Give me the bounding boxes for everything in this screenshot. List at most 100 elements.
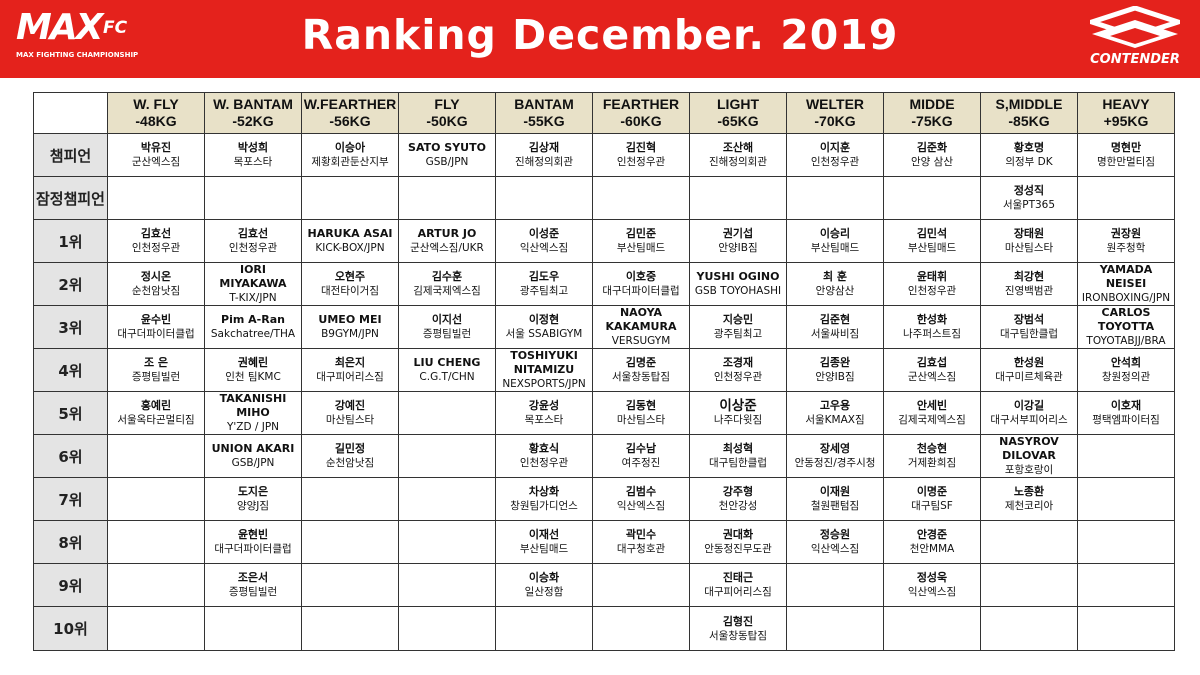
fighter-cell: [398, 520, 496, 564]
fighter-name: 이상준: [719, 398, 757, 414]
fighter-cell: [1077, 176, 1175, 220]
fighter-cell: [980, 563, 1078, 607]
fighter-cell: SATO SYUTO GSB/JPN: [398, 133, 496, 177]
fighter-name: 이승화: [528, 571, 560, 584]
fighter-cell: [204, 606, 302, 651]
rank-label: 잠정챔피언: [33, 176, 108, 220]
fighter-gym: IRONBOXING/JPN: [1081, 292, 1171, 304]
fighter-cell: [301, 520, 399, 564]
fighter-cell: [786, 606, 884, 651]
fighter-cell: 이재선 부산팀매드: [495, 520, 593, 564]
fighter-gym: 대구미르체육관: [995, 371, 1063, 383]
fighter-name: UMEO MEI: [318, 313, 382, 326]
fighter-cell: 김효선 인천정우관: [107, 219, 205, 263]
fighter-name: 이지훈: [819, 141, 851, 154]
fighter-cell: 안경준 천안MMA: [883, 520, 981, 564]
contender-emblem-icon: [1090, 6, 1180, 48]
logo-wordmark: MAX: [16, 7, 103, 48]
fighter-gym: 안양 삼산: [911, 156, 953, 168]
fighter-cell: 정승원 익산엑스짐: [786, 520, 884, 564]
division-weight: -52KG: [232, 113, 274, 129]
fighter-cell: 김준화 안양 삼산: [883, 133, 981, 177]
fighter-name: 고우용: [819, 399, 851, 412]
fighter-gym: 부산팀매드: [810, 242, 860, 254]
fighter-cell: [301, 563, 399, 607]
fighter-name: 명현만: [1110, 141, 1142, 154]
ranking-table: W. FLY -48KG W. BANTAM -52KG W.FEARTHER -56KG…: [33, 92, 1175, 651]
division-weight: -85KG: [1008, 113, 1050, 129]
fighter-cell: 정성욱 익산엑스짐: [883, 563, 981, 607]
fighter-cell: 강주형 천안강성: [689, 477, 787, 521]
fighter-cell: 최성혁 대구팀한클럽: [689, 434, 787, 478]
fighter-cell: 권대화 안동정진무도관: [689, 520, 787, 564]
fighter-gym: 김제국제엑스짐: [413, 285, 481, 297]
fighter-cell: 조 은 증평팀빌런: [107, 348, 205, 392]
fighter-gym: 대구피어리스짐: [316, 371, 384, 383]
fighter-name: 이지선: [431, 313, 463, 326]
fighter-cell: 이호재 평택엠파이터짐: [1077, 391, 1175, 435]
division-weight: -75KG: [911, 113, 953, 129]
fighter-cell: [107, 606, 205, 651]
fighter-cell: 차상화 창원팀가디언스: [495, 477, 593, 521]
rank-label: 5위: [33, 391, 108, 435]
division-header: HEAVY +95KG: [1077, 92, 1175, 134]
fighter-name: YUSHI OGINO: [696, 270, 780, 283]
fighter-name: 안세빈: [916, 399, 948, 412]
fighter-gym: 양양J짐: [236, 500, 270, 512]
rank-label: 4위: [33, 348, 108, 392]
fighter-cell: 이정현 서울 SSABIGYM: [495, 305, 593, 349]
fighter-cell: 권기섭 안양IB짐: [689, 219, 787, 263]
fighter-gym: C.G.T/CHN: [419, 371, 475, 383]
fighter-gym: 인천정우관: [810, 156, 860, 168]
fighter-name: 김종완: [819, 356, 851, 369]
rank-row: 8위 윤현빈 대구더파이터클럽 이재선 부산팀매드 곽민수 대구청호관 권대화 안동정진무도관 정…: [33, 520, 1175, 564]
fighter-name: 길민정: [334, 442, 366, 455]
fighter-name: 조산해: [722, 141, 754, 154]
fighter-name: YAMADA NEISEI: [1099, 263, 1153, 291]
rank-row: 잠정챔피언 정성직 서울PT365: [33, 176, 1175, 220]
fighter-cell: [592, 563, 690, 607]
fighter-gym: 인천정우관: [228, 242, 278, 254]
fighter-cell: 윤현빈 대구더파이터클럽: [204, 520, 302, 564]
fighter-cell: 김진혁 인천정우관: [592, 133, 690, 177]
fighter-gym: 광주팀최고: [519, 285, 569, 297]
fighter-gym: 의정부 DK: [1005, 156, 1053, 168]
fighter-gym: 진영백범관: [1004, 285, 1054, 297]
fighter-gym: 인천정우관: [616, 156, 666, 168]
fighter-cell: 김효선 인천정우관: [204, 219, 302, 263]
fighter-cell: [398, 606, 496, 651]
fighter-cell: 윤태휘 인천정우관: [883, 262, 981, 306]
fighter-gym: GSB/JPN: [425, 156, 469, 168]
fighter-name: 김수훈: [431, 270, 463, 283]
fighter-name: 박유진: [140, 141, 172, 154]
fighter-gym: 포항호랑이: [1004, 464, 1054, 476]
division-header: WELTER -70KG: [786, 92, 884, 134]
fighter-gym: 안양IB짐: [718, 242, 758, 254]
fighter-cell: NAOYA KAKAMURA VERSUGYM: [592, 305, 690, 349]
fighter-cell: [398, 434, 496, 478]
fighter-gym: 일산정함: [524, 586, 564, 598]
fighter-cell: 오현주 대전타이거짐: [301, 262, 399, 306]
fighter-name: 홍예린: [140, 399, 172, 412]
fighter-cell: 정시온 순천암낫짐: [107, 262, 205, 306]
fighter-cell: 박유진 군산엑스짐: [107, 133, 205, 177]
fighter-name: 한성원: [1013, 356, 1045, 369]
fighter-cell: 정성직 서울PT365: [980, 176, 1078, 220]
fighter-cell: NASYROV DILOVAR 포항호랑이: [980, 434, 1078, 478]
fighter-gym: NEXSPORTS/JPN: [502, 378, 586, 390]
fighter-gym: Sakchatree/THA: [210, 328, 296, 340]
rank-row: 챔피언 박유진 군산엑스짐 박성희 목포스타 이승아 제황회관둔산지부 SATO SYUTO G…: [33, 133, 1175, 177]
fighter-gym: 진해정의회관: [515, 156, 573, 168]
fighter-cell: 조산해 진해정의회관: [689, 133, 787, 177]
fighter-name: 한성화: [916, 313, 948, 326]
fighter-gym: 서울PT365: [1002, 199, 1056, 211]
rank-label: 챔피언: [33, 133, 108, 177]
fighter-cell: TAKANISHI MIHO Y'ZD / JPN: [204, 391, 302, 435]
fighter-name: 차상화: [528, 485, 560, 498]
fighter-gym: 순천암낫짐: [131, 285, 181, 297]
fighter-name: 안경준: [916, 528, 948, 541]
fighter-cell: 김도우 광주팀최고: [495, 262, 593, 306]
fighter-name: TOSHIYUKI NITAMIZU: [510, 349, 578, 377]
rank-label: 10위: [33, 606, 108, 651]
